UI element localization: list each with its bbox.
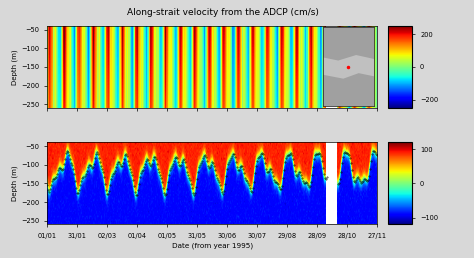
- Text: Along-strait velocity from the ADCP (cm/s): Along-strait velocity from the ADCP (cm/…: [127, 8, 319, 17]
- Y-axis label: Depth (m): Depth (m): [11, 49, 18, 85]
- X-axis label: Date (from year 1995): Date (from year 1995): [172, 243, 253, 249]
- Y-axis label: Depth (m): Depth (m): [11, 166, 18, 201]
